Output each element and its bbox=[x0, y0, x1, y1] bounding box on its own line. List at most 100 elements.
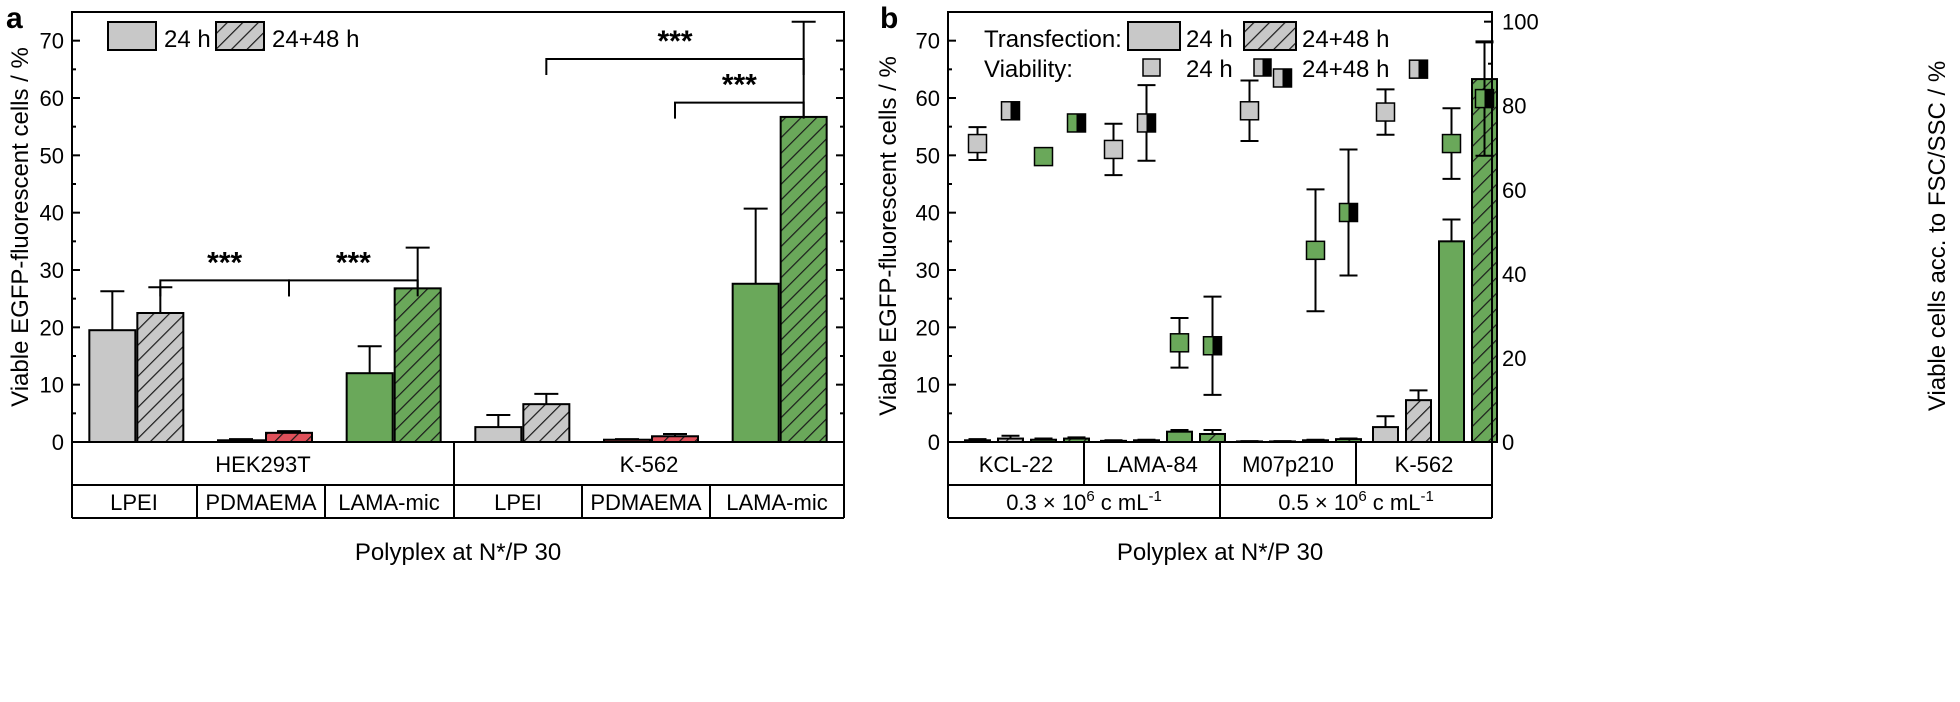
bar bbox=[88, 329, 137, 444]
panel-b-bars bbox=[964, 78, 1498, 444]
panel-a-legend: 24 h 24+48 h bbox=[107, 21, 359, 53]
viability-marker-half bbox=[1418, 60, 1428, 79]
cell-line-label: HEK293T bbox=[215, 452, 310, 477]
y-tick-label: 40 bbox=[916, 201, 940, 226]
panel-a-y-axis-title: Viable EGFP-fluorescent cells / % bbox=[7, 47, 34, 407]
density-label-low: 0.3 × 106 c mL-1 bbox=[1006, 488, 1162, 515]
panel-b-category-table: KCL-22 LAMA-84 M07p210 K-562 0.3 × 106 c… bbox=[947, 442, 1493, 519]
y-tick-label: 70 bbox=[40, 29, 64, 54]
bar bbox=[345, 372, 394, 444]
y-tick-label: 60 bbox=[916, 86, 940, 111]
viability-marker-half bbox=[1348, 203, 1358, 222]
panel-a-x-axis-title: Polyplex at N*/P 30 bbox=[355, 539, 561, 566]
viability-marker bbox=[1375, 102, 1396, 122]
y-tick-label: 10 bbox=[916, 373, 940, 398]
y-tick-label: 40 bbox=[40, 201, 64, 226]
bar bbox=[731, 282, 780, 444]
bar bbox=[522, 403, 571, 444]
density-label-high: 0.5 × 106 c mL-1 bbox=[1278, 488, 1434, 515]
legend-marker-24-48h-half bbox=[1262, 59, 1271, 76]
cell-line-label: M07p210 bbox=[1242, 452, 1334, 477]
y2-tick-label: 20 bbox=[1502, 346, 1526, 371]
y-tick-label: 30 bbox=[916, 258, 940, 283]
significance-bracket bbox=[159, 279, 290, 297]
y-tick-label: 0 bbox=[52, 430, 64, 455]
viability-marker bbox=[1033, 146, 1054, 167]
legend-swatch-24-48h bbox=[1243, 21, 1297, 51]
bar bbox=[393, 287, 442, 444]
y-tick-label: 10 bbox=[40, 373, 64, 398]
legend-viability-label: Viability: bbox=[984, 56, 1073, 83]
bar bbox=[265, 431, 313, 443]
panel-b-label: b bbox=[880, 2, 898, 35]
bar bbox=[1372, 426, 1399, 443]
y-tick-label: 30 bbox=[40, 258, 64, 283]
bar bbox=[1405, 399, 1432, 443]
panel-b-y2-ticks: 0 20 40 60 80 100 bbox=[1484, 10, 1539, 455]
panel-b-viability-points bbox=[967, 40, 1495, 396]
panel-a-bars bbox=[88, 115, 828, 444]
panel-a-plot-frame bbox=[71, 11, 845, 443]
y-tick-label: 20 bbox=[40, 315, 64, 340]
y-tick-label: 0 bbox=[928, 430, 940, 455]
viability-marker-half bbox=[1212, 336, 1222, 355]
panel-b-error-bars bbox=[968, 41, 1494, 443]
panel-a-y-ticks: 0 10 20 30 40 50 60 70 bbox=[40, 29, 844, 455]
polyplex-label: PDMAEMA bbox=[590, 490, 702, 515]
legend-label-24-48h: 24+48 h bbox=[272, 26, 359, 53]
significance-bracket bbox=[674, 101, 805, 119]
legend-label-24-48h: 24+48 h bbox=[1302, 26, 1389, 53]
bar bbox=[474, 426, 523, 443]
bar bbox=[136, 312, 185, 443]
legend-swatch-24-48h bbox=[215, 21, 265, 51]
panel-b-y2-axis-title: Viable cells acc. to FSC/SSC / % bbox=[1924, 61, 1951, 411]
legend-label-24h: 24 h bbox=[1186, 56, 1233, 83]
panel-b-y-axis-title: Viable EGFP-fluorescent cells / % bbox=[875, 56, 902, 416]
polyplex-label: LAMA-mic bbox=[726, 490, 827, 515]
polyplex-label: LPEI bbox=[494, 490, 542, 515]
viability-marker-half bbox=[1010, 101, 1020, 120]
panel-b-legend: Transfection: 24 h 24+48 h Viability: 24… bbox=[984, 21, 1389, 83]
panel-b: b 0 10 20 30 40 50 60 70 0 20 40 60 80 100 Transfect… bbox=[875, 2, 1951, 566]
bar bbox=[1166, 430, 1193, 443]
legend-transfection-label: Transfection: bbox=[984, 26, 1122, 53]
legend-swatch-24h bbox=[1127, 21, 1181, 51]
y-tick-label: 50 bbox=[40, 143, 64, 168]
y2-tick-label: 40 bbox=[1502, 262, 1526, 287]
panel-a-label: a bbox=[6, 2, 23, 35]
legend-label-24-48h: 24+48 h bbox=[1302, 56, 1389, 83]
y-tick-label: 60 bbox=[40, 86, 64, 111]
viability-marker-half bbox=[1076, 113, 1086, 132]
significance-bracket bbox=[545, 58, 805, 76]
y-tick-label: 20 bbox=[916, 315, 940, 340]
panel-a-significance-brackets: *** *** *** *** bbox=[159, 25, 805, 297]
significance-bracket bbox=[288, 279, 419, 297]
y2-tick-label: 60 bbox=[1502, 178, 1526, 203]
viability-marker-half bbox=[1484, 89, 1494, 108]
bar bbox=[1438, 240, 1465, 443]
bar bbox=[1199, 432, 1226, 443]
panel-b-x-axis-title: Polyplex at N*/P 30 bbox=[1117, 539, 1323, 566]
y-tick-label: 70 bbox=[916, 29, 940, 54]
y2-tick-label: 100 bbox=[1502, 10, 1539, 35]
viability-marker-half bbox=[1282, 68, 1292, 87]
cell-line-label: KCL-22 bbox=[979, 452, 1054, 477]
viability-marker bbox=[1239, 101, 1260, 121]
polyplex-label: LPEI bbox=[110, 490, 158, 515]
panel-b-y-ticks: 0 10 20 30 40 50 60 70 bbox=[916, 29, 956, 455]
viability-marker bbox=[967, 133, 988, 154]
polyplex-label: LAMA-mic bbox=[338, 490, 439, 515]
legend-label-24h: 24 h bbox=[1186, 26, 1233, 53]
panel-a-error-bars bbox=[100, 20, 816, 441]
cell-line-label: LAMA-84 bbox=[1106, 452, 1198, 477]
viability-marker bbox=[1169, 333, 1190, 353]
polyplex-label: PDMAEMA bbox=[205, 490, 317, 515]
significance-label: *** bbox=[336, 246, 371, 279]
bar bbox=[779, 115, 828, 443]
legend-label-24h: 24 h bbox=[164, 26, 211, 53]
y2-tick-label: 0 bbox=[1502, 430, 1514, 455]
panel-a-category-table: HEK293T K-562 LPEI PDMAEMA LAMA-mic LPEI… bbox=[71, 442, 845, 519]
viability-marker bbox=[1305, 240, 1326, 261]
y2-tick-label: 80 bbox=[1502, 94, 1526, 119]
